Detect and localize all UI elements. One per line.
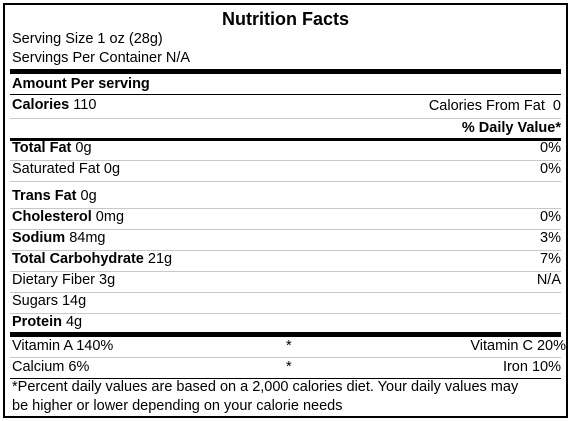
label-title: Nutrition Facts — [221, 9, 349, 29]
nutrient-dv: 0% — [540, 140, 561, 156]
divider — [10, 357, 561, 358]
calories-row: Calories 110 — [12, 97, 96, 113]
vitamin-separator: * — [286, 359, 292, 375]
calories-from-fat-value: 0 — [552, 98, 561, 114]
nutrient-amount: 3g — [99, 272, 116, 288]
divider — [10, 229, 561, 230]
nutrient-amount: 0g — [80, 188, 97, 204]
nutrient-row-saturated-fat: Saturated Fat 0g — [12, 161, 120, 177]
divider — [10, 378, 561, 379]
vitamin-c: Vitamin C 20% — [470, 338, 566, 354]
nutrient-amount: 0mg — [95, 209, 125, 225]
nutrient-dv: 3% — [540, 230, 561, 246]
divider-thick-bottom — [10, 332, 561, 337]
divider — [10, 292, 561, 293]
nutrient-label: Sodium — [12, 230, 66, 246]
divider-medium — [10, 138, 561, 141]
nutrient-dv: 7% — [540, 251, 561, 267]
nutrient-dv: 0% — [540, 161, 561, 177]
divider — [10, 208, 561, 209]
footnote-line-2: be higher or lower depending on your cal… — [12, 398, 343, 414]
nutrient-label: Saturated Fat — [12, 161, 100, 177]
nutrition-label: Nutrition Facts Serving Size 1 oz (28g) … — [3, 3, 568, 418]
divider — [10, 181, 561, 182]
divider — [10, 160, 561, 161]
divider — [10, 313, 561, 314]
divider — [10, 271, 561, 272]
footnote-line-1: *Percent daily values are based on a 2,0… — [12, 379, 519, 395]
divider — [10, 118, 561, 119]
nutrient-row-sodium: Sodium 84mg — [12, 230, 105, 246]
calories-value: 110 — [73, 97, 97, 113]
vitamin-separator: * — [286, 338, 292, 354]
nutrient-label: Total Fat — [12, 140, 72, 156]
nutrient-row-dietary-fiber: Dietary Fiber 3g — [12, 272, 115, 288]
nutrient-label: Dietary Fiber — [12, 272, 95, 288]
calcium: Calcium 6% — [12, 359, 90, 375]
daily-value-header: % Daily Value* — [461, 120, 561, 136]
serving-size: Serving Size 1 oz (28g) — [12, 31, 163, 47]
nutrient-dv: N/A — [536, 272, 561, 288]
calories-label: Calories — [12, 97, 70, 113]
nutrient-row-cholesterol: Cholesterol 0mg — [12, 209, 124, 225]
nutrient-amount: 21g — [147, 251, 173, 267]
vitamin-a: Vitamin A 140% — [12, 338, 114, 354]
nutrient-amount: 14g — [61, 293, 87, 309]
nutrient-amount: 0g — [75, 140, 92, 156]
divider — [10, 250, 561, 251]
iron: Iron 10% — [502, 359, 561, 375]
nutrient-row-protein: Protein 4g — [12, 314, 82, 330]
calories-from-fat: Calories From Fat 0 — [429, 98, 561, 114]
nutrient-amount: 84mg — [69, 230, 106, 246]
calories-from-fat-label: Calories From Fat — [428, 98, 545, 114]
nutrient-amount: 4g — [65, 314, 83, 330]
nutrient-row-trans-fat: Trans Fat 0g — [12, 188, 97, 204]
nutrient-label: Trans Fat — [12, 188, 77, 204]
nutrient-row-sugars: Sugars 14g — [12, 293, 86, 309]
servings-per-container: Servings Per Container N/A — [12, 50, 191, 66]
divider-thick-top — [10, 69, 561, 74]
nutrient-label: Total Carbohydrate — [12, 251, 144, 267]
nutrient-row-total-carbohydrate: Total Carbohydrate 21g — [12, 251, 172, 267]
nutrient-amount: 0g — [103, 161, 121, 177]
amount-per-serving: Amount Per serving — [12, 76, 150, 92]
nutrient-label: Protein — [12, 314, 62, 330]
nutrient-dv: 0% — [540, 209, 561, 225]
nutrient-label: Sugars — [12, 293, 58, 309]
divider-amount — [10, 94, 561, 95]
nutrient-label: Cholesterol — [12, 209, 92, 225]
nutrient-row-total-fat: Total Fat 0g — [12, 140, 92, 156]
